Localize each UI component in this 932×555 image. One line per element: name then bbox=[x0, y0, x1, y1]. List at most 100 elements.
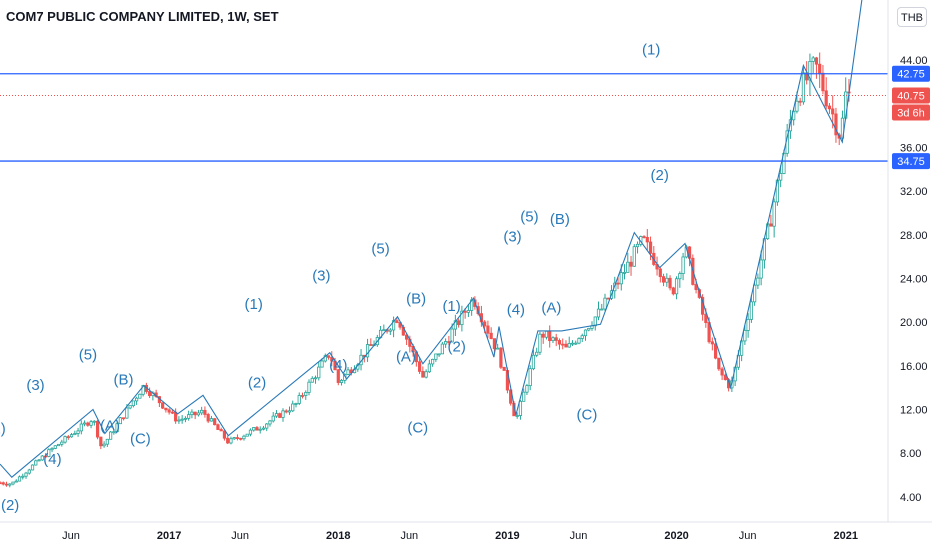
wave-label[interactable]: (B) bbox=[550, 211, 570, 228]
wave-label[interactable]: (4) bbox=[329, 357, 347, 374]
candle bbox=[24, 471, 28, 479]
candle bbox=[148, 387, 152, 398]
candle bbox=[567, 336, 571, 348]
wave-label[interactable]: (A) bbox=[100, 417, 120, 434]
time-tick-label: Jun bbox=[62, 530, 80, 542]
wave-line[interactable] bbox=[0, 0, 863, 478]
candle bbox=[457, 318, 461, 328]
candle bbox=[382, 324, 386, 332]
wave-label[interactable]: (B) bbox=[113, 371, 133, 388]
candle bbox=[551, 336, 555, 344]
candle bbox=[391, 316, 396, 338]
candle bbox=[710, 337, 714, 351]
time-tick-label: Jun bbox=[739, 530, 757, 542]
price-tick-label: 12.00 bbox=[900, 405, 928, 417]
candle bbox=[43, 453, 48, 458]
wave-label[interactable]: (A) bbox=[396, 348, 416, 365]
candle bbox=[177, 416, 181, 424]
candle bbox=[239, 437, 243, 441]
candle bbox=[606, 297, 610, 300]
candle bbox=[60, 439, 64, 447]
candle bbox=[317, 361, 321, 381]
wave-label[interactable]: (5) bbox=[79, 346, 97, 363]
candle bbox=[515, 412, 519, 419]
candle bbox=[759, 250, 763, 286]
wave-label[interactable]: (3) bbox=[503, 228, 521, 245]
candle bbox=[135, 396, 139, 405]
candle bbox=[561, 338, 565, 350]
candle bbox=[548, 325, 552, 348]
candle bbox=[574, 340, 578, 345]
candle bbox=[242, 434, 246, 441]
candle bbox=[161, 402, 165, 410]
candle bbox=[629, 255, 633, 276]
wave-label[interactable]: (A) bbox=[541, 299, 561, 316]
wave-label[interactable]: (5) bbox=[371, 240, 389, 257]
wave-label[interactable]: (5) bbox=[520, 209, 538, 226]
candle bbox=[222, 430, 227, 441]
wave-label[interactable]: (3) bbox=[26, 377, 44, 394]
candle bbox=[580, 333, 584, 343]
candle bbox=[746, 313, 750, 338]
wave-label[interactable]: (1) bbox=[0, 421, 6, 438]
candle bbox=[40, 454, 44, 461]
candle bbox=[466, 303, 470, 318]
price-tick-label: 44.00 bbox=[900, 55, 928, 67]
candle bbox=[213, 417, 217, 426]
candle bbox=[395, 317, 399, 324]
candle bbox=[284, 409, 288, 414]
wave-label[interactable]: (4) bbox=[43, 451, 61, 468]
time-tick-label: Jun bbox=[570, 530, 588, 542]
candle bbox=[818, 52, 822, 89]
candle bbox=[652, 246, 656, 267]
currency-button[interactable]: THB bbox=[897, 7, 927, 27]
candle bbox=[460, 305, 464, 332]
candle bbox=[626, 252, 630, 273]
candle bbox=[655, 256, 659, 276]
candle bbox=[801, 65, 806, 105]
candle bbox=[86, 421, 90, 427]
candle bbox=[821, 64, 825, 95]
wave-label[interactable]: (C) bbox=[407, 419, 428, 436]
candle bbox=[8, 483, 12, 488]
candle bbox=[99, 436, 103, 450]
candle bbox=[499, 346, 503, 370]
wave-label[interactable]: (2) bbox=[650, 167, 668, 184]
wave-label[interactable]: (1) bbox=[642, 42, 660, 59]
candle bbox=[258, 426, 262, 434]
candle bbox=[544, 330, 549, 340]
candle bbox=[635, 241, 640, 254]
candle bbox=[554, 333, 558, 347]
candle bbox=[720, 366, 724, 381]
candle bbox=[271, 412, 275, 423]
wave-label[interactable]: (4) bbox=[507, 302, 525, 319]
wave-label[interactable]: (3) bbox=[312, 268, 330, 285]
wave-label[interactable]: (2) bbox=[448, 339, 466, 356]
wave-label[interactable]: (1) bbox=[245, 296, 263, 313]
candle bbox=[281, 408, 285, 422]
candle bbox=[824, 77, 828, 110]
candle bbox=[593, 316, 597, 331]
candle bbox=[307, 379, 311, 396]
price-tick-label: 16.00 bbox=[900, 361, 928, 373]
wave-label[interactable]: (1) bbox=[442, 298, 460, 315]
candle bbox=[587, 327, 591, 332]
candle bbox=[216, 423, 220, 430]
candle bbox=[287, 406, 292, 415]
level-price-tag: 42.75 bbox=[892, 65, 930, 82]
wave-label[interactable]: (2) bbox=[1, 497, 19, 514]
wave-label[interactable]: (2) bbox=[248, 375, 266, 392]
candle bbox=[681, 252, 685, 281]
candle bbox=[138, 393, 142, 399]
wave-label[interactable]: (C) bbox=[577, 406, 598, 423]
wave-label[interactable]: (C) bbox=[130, 430, 151, 447]
candle bbox=[294, 402, 298, 408]
countdown-label: 3d 6h bbox=[897, 108, 925, 120]
price-axis: 4.00 8.00 12.00 16.00 20.00 24.00 28.00 32.00 36… bbox=[900, 55, 928, 504]
wave-label[interactable]: (B) bbox=[406, 291, 426, 308]
candle bbox=[404, 332, 409, 346]
time-tick-label: 2017 bbox=[157, 530, 181, 542]
price-levels bbox=[0, 73, 888, 162]
